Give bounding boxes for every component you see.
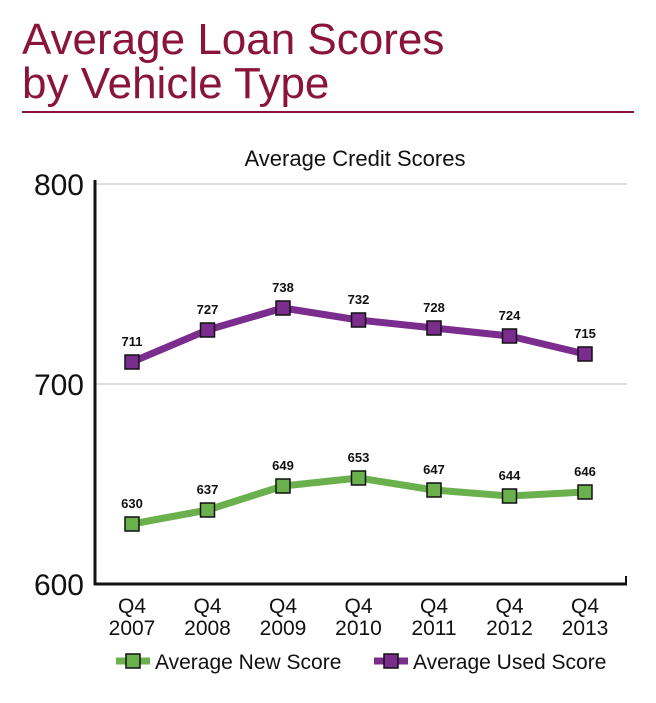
data-point [199,322,216,338]
data-label: 724 [499,308,521,323]
data-label: 630 [121,496,143,511]
data-label: 653 [348,450,370,465]
title-divider [22,111,634,113]
x-tick-label: Q4 2010 [335,595,382,640]
series-used: 711 727 738 732 728 724 715 [122,280,596,370]
data-label: 637 [197,482,219,497]
data-label: 732 [348,292,370,307]
data-point [275,300,291,316]
x-tick-label: Q4 2013 [562,595,609,640]
data-point [501,328,518,344]
data-label: 738 [272,280,294,295]
data-point [275,478,291,494]
chart-title: Average Credit Scores [245,146,466,171]
data-label: 728 [423,300,445,315]
legend: Average New Score Average Used Score [116,651,606,674]
x-tick-label: Q4 2007 [109,595,156,640]
data-point [199,502,216,518]
title-line-2: by Vehicle Type [22,59,330,108]
data-label: 711 [122,334,143,349]
y-tick-labels: 600 700 800 [34,169,84,602]
y-tick-label: 600 [34,569,84,602]
legend-marker [383,653,399,669]
series-new: 630 637 649 653 647 644 646 [121,450,596,532]
data-point [124,354,140,370]
data-point [350,312,367,328]
y-tick-label: 700 [34,369,84,402]
data-point [501,488,518,504]
data-label: 715 [574,326,596,341]
x-tick-label: Q4 2009 [260,595,307,640]
title-line-1: Average Loan Scores [22,15,445,64]
legend-label: Average Used Score [413,651,606,674]
axes [93,180,627,586]
data-label: 644 [499,468,521,483]
data-label: 647 [423,462,445,477]
x-tick-label: Q4 2012 [486,595,533,640]
data-label: 727 [197,302,219,317]
data-point [577,346,593,362]
gridlines [95,183,627,385]
data-point [426,320,442,336]
page-title: Average Loan Scores by Vehicle Type [22,18,444,106]
x-tick-label: Q4 2008 [184,595,231,640]
data-label: 649 [272,458,294,473]
legend-item: Average New Score [116,651,341,674]
y-tick-label: 800 [34,169,84,202]
legend-item: Average Used Score [374,651,606,674]
data-point [124,516,140,532]
data-point [350,470,367,486]
x-tick-labels: Q4 2007 Q4 2008 Q4 2009 Q4 2010 Q4 2011 Q4 2012 Q4 20… [109,595,609,640]
x-tick-label: Q4 2011 [411,595,456,640]
legend-label: Average New Score [155,651,341,674]
legend-marker [125,653,141,669]
data-point [426,482,442,498]
data-point [577,484,593,500]
data-label: 646 [574,464,596,479]
